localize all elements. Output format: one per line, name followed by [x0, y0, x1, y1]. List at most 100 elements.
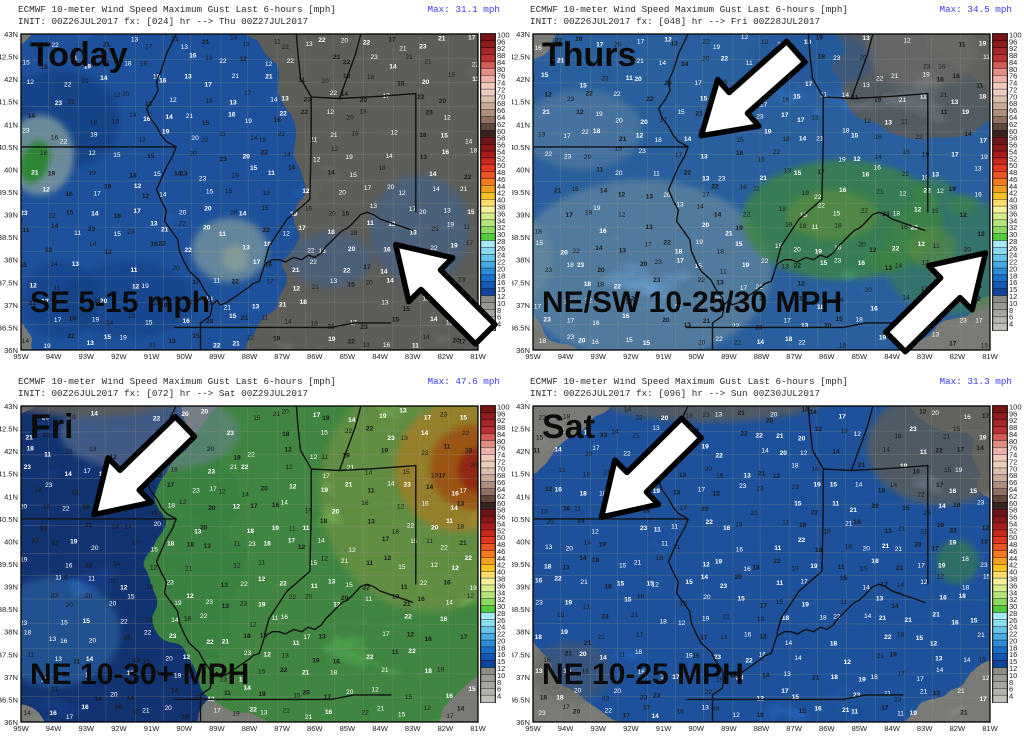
- svg-text:20: 20: [422, 79, 430, 86]
- svg-text:12: 12: [169, 97, 177, 104]
- svg-text:18: 18: [845, 544, 853, 551]
- svg-text:16: 16: [591, 339, 599, 346]
- svg-text:19: 19: [979, 434, 987, 441]
- svg-text:19: 19: [272, 525, 280, 532]
- svg-text:23: 23: [360, 324, 368, 331]
- svg-text:20: 20: [201, 408, 209, 415]
- svg-text:19: 19: [742, 262, 750, 269]
- svg-text:12: 12: [384, 555, 392, 562]
- svg-text:13: 13: [863, 82, 871, 89]
- svg-text:23: 23: [756, 486, 764, 493]
- svg-text:12: 12: [741, 34, 749, 41]
- svg-text:23: 23: [923, 64, 931, 71]
- svg-text:19: 19: [910, 710, 918, 717]
- svg-text:12: 12: [27, 79, 35, 86]
- svg-text:23: 23: [208, 469, 216, 476]
- svg-text:21: 21: [233, 340, 241, 347]
- svg-text:14: 14: [387, 481, 395, 488]
- svg-text:16: 16: [60, 575, 68, 582]
- svg-text:11: 11: [444, 444, 451, 451]
- svg-text:13: 13: [700, 154, 708, 161]
- svg-text:12: 12: [302, 188, 310, 195]
- svg-text:19: 19: [653, 488, 661, 495]
- svg-text:12: 12: [407, 632, 415, 639]
- svg-text:17: 17: [917, 562, 925, 569]
- svg-text:18: 18: [818, 53, 826, 60]
- svg-text:12: 12: [712, 491, 720, 498]
- svg-text:21: 21: [399, 45, 407, 52]
- svg-text:16: 16: [951, 619, 959, 626]
- svg-text:91W: 91W: [656, 352, 672, 361]
- svg-text:11: 11: [901, 118, 908, 125]
- svg-text:22: 22: [159, 241, 167, 248]
- svg-text:13: 13: [540, 508, 548, 515]
- svg-text:20: 20: [203, 225, 211, 232]
- svg-text:12: 12: [331, 146, 339, 153]
- svg-text:15: 15: [735, 241, 743, 248]
- svg-text:14: 14: [127, 695, 135, 702]
- svg-text:14: 14: [250, 135, 258, 142]
- svg-text:15: 15: [625, 337, 633, 344]
- svg-text:15: 15: [557, 612, 565, 619]
- svg-text:12: 12: [249, 622, 257, 629]
- svg-text:13: 13: [72, 261, 80, 268]
- svg-text:14: 14: [652, 713, 660, 720]
- svg-text:12: 12: [451, 565, 459, 572]
- svg-text:12: 12: [263, 652, 271, 659]
- svg-text:15: 15: [851, 132, 859, 139]
- svg-text:20: 20: [470, 462, 478, 469]
- svg-text:15: 15: [840, 575, 848, 582]
- svg-text:21: 21: [186, 113, 194, 120]
- svg-text:16: 16: [535, 577, 543, 584]
- svg-text:20: 20: [585, 451, 593, 458]
- svg-text:16: 16: [592, 320, 600, 327]
- svg-text:15: 15: [970, 618, 978, 625]
- svg-text:18: 18: [831, 674, 839, 681]
- svg-text:16: 16: [228, 112, 236, 119]
- svg-text:18: 18: [830, 641, 838, 648]
- svg-text:22: 22: [605, 707, 613, 714]
- svg-text:17: 17: [298, 225, 306, 232]
- svg-text:17: 17: [438, 473, 446, 480]
- svg-text:16: 16: [811, 466, 819, 473]
- svg-text:85W: 85W: [340, 352, 356, 361]
- svg-text:22: 22: [732, 323, 740, 330]
- svg-text:12: 12: [936, 188, 944, 195]
- svg-text:11: 11: [463, 224, 470, 231]
- svg-text:22: 22: [811, 510, 819, 517]
- svg-text:39.5N: 39.5N: [512, 188, 530, 197]
- svg-text:12: 12: [321, 556, 329, 563]
- svg-text:13: 13: [229, 100, 237, 107]
- svg-text:18: 18: [470, 148, 478, 155]
- svg-text:15: 15: [410, 538, 418, 545]
- svg-text:94W: 94W: [558, 352, 574, 361]
- svg-text:18: 18: [328, 229, 336, 236]
- svg-text:16: 16: [361, 500, 369, 507]
- svg-text:Today: Today: [30, 36, 128, 74]
- svg-text:14: 14: [365, 469, 373, 476]
- svg-text:15: 15: [402, 469, 410, 476]
- svg-text:16: 16: [446, 693, 454, 700]
- svg-text:22: 22: [287, 58, 295, 65]
- svg-text:18: 18: [655, 137, 663, 144]
- svg-text:17: 17: [636, 632, 644, 639]
- svg-text:16: 16: [874, 164, 882, 171]
- svg-text:16: 16: [677, 708, 685, 715]
- svg-text:20: 20: [261, 485, 269, 492]
- svg-text:89W: 89W: [209, 724, 225, 733]
- svg-text:22: 22: [892, 246, 900, 253]
- svg-text:18: 18: [129, 172, 137, 179]
- svg-text:12: 12: [864, 118, 872, 125]
- svg-text:37.5N: 37.5N: [0, 278, 18, 287]
- svg-text:13: 13: [619, 248, 627, 255]
- svg-text:21: 21: [738, 410, 746, 417]
- svg-text:19: 19: [599, 541, 607, 548]
- svg-text:16: 16: [949, 488, 957, 495]
- svg-text:22: 22: [307, 247, 315, 254]
- svg-text:11: 11: [574, 506, 581, 513]
- svg-text:19: 19: [162, 129, 170, 136]
- svg-text:23: 23: [564, 154, 572, 161]
- svg-text:22: 22: [417, 94, 425, 101]
- svg-text:19: 19: [713, 44, 721, 51]
- svg-text:12: 12: [982, 675, 990, 682]
